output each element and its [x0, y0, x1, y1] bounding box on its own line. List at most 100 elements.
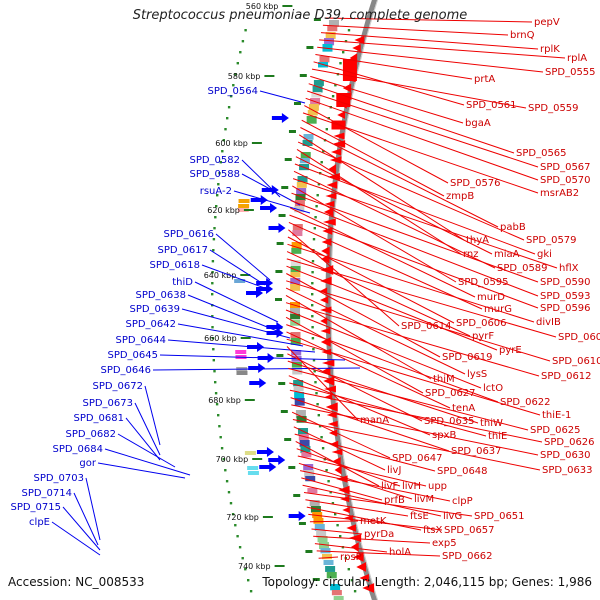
leader-line-reverse [301, 119, 445, 197]
gc-baseline-dot [241, 40, 245, 43]
reverse-gene-arrow [342, 506, 350, 514]
reverse-gene-arrow [327, 420, 338, 428]
cog-category-tile [294, 392, 305, 399]
cog-category-tile [311, 92, 322, 98]
cog-category-tile [333, 596, 344, 600]
leader-line-reverse [289, 207, 476, 298]
gene-label-reverse: SPD_0567 [540, 162, 591, 173]
gene-label-reverse: SPD_0647 [392, 453, 443, 464]
leader-line-forward [241, 173, 301, 206]
accession-label: Accession: NC_008533 [8, 575, 145, 589]
gene-label-reverse: miaA [494, 249, 520, 260]
leader-line-reverse [324, 17, 533, 23]
gc-baseline-dot [217, 414, 220, 417]
leader-line-forward [215, 233, 271, 281]
leader-line-forward [125, 417, 161, 461]
gc-baseline-dot [226, 117, 229, 120]
tick-dot [312, 238, 316, 241]
forward-gene-block [238, 199, 250, 203]
leader-line-forward [201, 264, 271, 291]
leader-line-forward [177, 323, 304, 347]
gene-label-reverse: ftsE [410, 511, 429, 522]
gc-baseline-dot [214, 381, 217, 384]
gc-baseline-dot [224, 469, 227, 472]
cog-category-tile [294, 206, 305, 213]
cog-category-tile [308, 104, 319, 111]
cog-category-tile [293, 386, 304, 392]
gene-label-forward: SPD_0642 [125, 319, 176, 330]
gc-baseline-dot [244, 29, 247, 32]
gene-label-reverse: gki [537, 249, 552, 260]
leader-line-reverse [294, 433, 436, 472]
tick-dot [321, 447, 325, 450]
tick-dot [336, 524, 339, 527]
tick-dot [311, 326, 314, 329]
gene-label-reverse: murD [477, 292, 505, 303]
tick-dot [311, 293, 314, 296]
ring-marker [284, 438, 292, 441]
leader-line-reverse [286, 251, 471, 337]
ring-marker [275, 270, 283, 273]
leader-line-reverse [286, 258, 557, 338]
gene-label-reverse: SPD_0601 [558, 332, 600, 343]
cog-category-tile [302, 140, 313, 146]
leader-line-reverse [291, 411, 391, 459]
forward-gene-block [238, 204, 250, 208]
reverse-gene-arrow [320, 317, 328, 325]
gene-label-reverse: SPD_0612 [541, 371, 592, 382]
leader-line-forward [85, 477, 101, 541]
topology-summary: Topology: circular; Length: 2,046,115 bp… [262, 575, 592, 589]
reverse-gene-arrow [346, 524, 356, 532]
ring-marker [276, 354, 284, 357]
forward-gene-arrow [261, 185, 279, 195]
gene-label-forward: SPD_0639 [129, 304, 180, 315]
gene-label-reverse: SPD_0648 [437, 466, 488, 477]
cog-category-tile [290, 272, 301, 278]
cog-category-tile [327, 26, 338, 32]
gc-baseline-dot [234, 524, 237, 527]
cog-category-tile [300, 446, 311, 454]
forward-gene-arrow [256, 278, 274, 288]
tick-dot [311, 271, 314, 274]
forward-gene-arrow [271, 113, 289, 123]
tick-dot [342, 51, 345, 54]
gene-label-forward: rsuA-2 [200, 186, 232, 197]
reverse-gene-arrow [322, 227, 333, 235]
reverse-gene-arrow [323, 385, 336, 393]
tick-dot [327, 480, 330, 483]
gene-label-reverse: SPD_0630 [540, 450, 591, 461]
kbp-tick-label: 600 kbp [215, 139, 248, 148]
leader-line-reverse [300, 470, 451, 502]
cog-category-tile [298, 434, 309, 441]
tick-dot [334, 84, 337, 87]
cog-category-tile [296, 416, 307, 423]
tick-dot [313, 227, 316, 230]
leader-line-reverse [286, 338, 541, 416]
gc-baseline-dot [216, 194, 219, 197]
forward-gene-arrow [256, 447, 274, 457]
leader-line-reverse [308, 513, 443, 531]
leader-line-reverse [293, 426, 386, 471]
gene-label-reverse: SPD_0555 [545, 67, 596, 78]
gene-label-reverse: SPD_0579 [526, 235, 577, 246]
reverse-gene-arrow [334, 465, 342, 475]
gene-label-reverse: rnz [463, 249, 479, 260]
gc-baseline-dot [236, 62, 239, 65]
gc-baseline-dot [225, 480, 229, 483]
gene-label-reverse: SPD_0570 [540, 175, 591, 186]
reverse-gene-arrow [362, 583, 375, 593]
tick-dot [312, 359, 316, 362]
leader-line-reverse [292, 185, 457, 283]
leader-line-reverse [301, 477, 383, 501]
ring-marker [284, 158, 292, 161]
ring-marker [278, 382, 286, 385]
gene-label-reverse: hflX [559, 263, 579, 274]
cog-category-tile [325, 566, 336, 572]
leader-line-reverse [288, 221, 483, 310]
gene-label-reverse: msrAB2 [540, 188, 579, 199]
gene-label-forward: clpE [29, 517, 50, 528]
leader-line-reverse [288, 375, 431, 436]
leader-line-reverse [319, 39, 566, 59]
gene-label-reverse: ftsX [423, 525, 442, 536]
cog-category-tile [299, 440, 310, 447]
